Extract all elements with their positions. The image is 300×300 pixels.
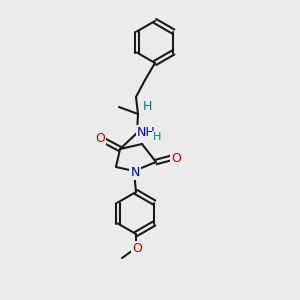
Text: O: O — [171, 152, 181, 164]
Text: H: H — [153, 132, 161, 142]
Text: N: N — [130, 166, 140, 178]
Text: O: O — [132, 242, 142, 254]
Text: NH: NH — [136, 125, 155, 139]
Text: O: O — [95, 133, 105, 146]
Text: H: H — [142, 100, 152, 113]
